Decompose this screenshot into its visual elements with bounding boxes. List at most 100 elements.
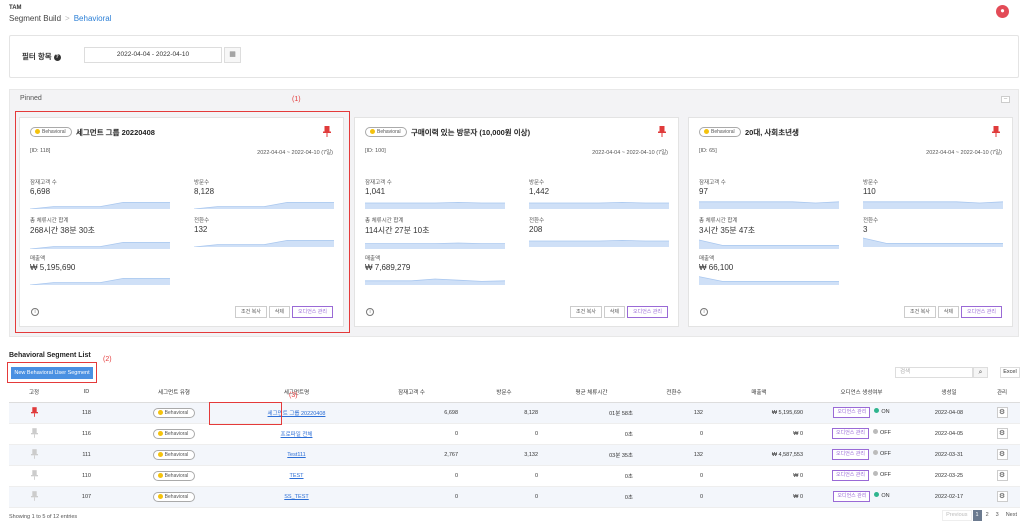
badge-label: Behavioral xyxy=(164,409,189,416)
badge-label: Behavioral xyxy=(42,129,66,135)
column-header[interactable]: 평균 체류시간 xyxy=(544,383,639,403)
pin-icon[interactable] xyxy=(992,126,1000,137)
sparkline xyxy=(365,242,505,249)
pin-icon[interactable] xyxy=(323,126,331,137)
page-1-button[interactable]: 1 xyxy=(972,510,982,521)
card-title: 세그먼트 그룹 20220408 xyxy=(76,128,155,137)
status-dot-icon xyxy=(370,129,375,134)
page-2-button[interactable]: 2 xyxy=(985,512,989,518)
sparkline-area xyxy=(863,238,1003,247)
column-header[interactable]: 고정 xyxy=(9,383,59,403)
sparkline xyxy=(365,278,505,285)
breadcrumb-separator: > xyxy=(65,14,70,23)
table-row: 107 Behavioral SS_TEST 0 0 0초 0 ₩ 0 오디언스 관리 ON 202… xyxy=(9,486,1020,508)
info-icon[interactable]: i xyxy=(31,308,39,316)
audience-manage-button[interactable]: 오디언스 관리 xyxy=(833,407,871,418)
column-header[interactable]: 관리 xyxy=(984,383,1020,403)
audience-manage-button[interactable]: 오디언스 관리 xyxy=(832,470,869,481)
potential-cell: 0 xyxy=(359,465,464,487)
pagination: Previous 1 2 3 Next xyxy=(941,510,1020,521)
delete-button[interactable]: 삭제 xyxy=(937,306,959,318)
sparkline-area xyxy=(699,201,839,209)
sparkline-area xyxy=(529,202,669,209)
next-button[interactable]: Next xyxy=(1005,512,1017,518)
search-icon[interactable]: ⌕ xyxy=(973,367,988,378)
segment-name-link[interactable]: 세그먼트 그룹 20220408 xyxy=(267,410,326,417)
audience-manage-button[interactable]: 오디언스 관리 xyxy=(292,306,333,318)
segment-name-link[interactable]: SS_TEST xyxy=(284,493,309,500)
segment-name-link[interactable]: TEST xyxy=(289,472,304,479)
metric-value: ₩ 7,689,279 xyxy=(365,263,411,272)
segment-name-link[interactable]: 프로파일 전체 xyxy=(280,431,313,438)
sparkline xyxy=(194,202,334,209)
new-segment-button[interactable]: New Behavioral User Segment xyxy=(11,367,93,379)
column-header[interactable]: 오디언스 생성여부 xyxy=(809,383,914,403)
metric-block: 전환수 132 xyxy=(194,216,344,247)
gear-icon[interactable]: ⚙ xyxy=(996,491,1008,502)
audience-manage-button[interactable]: 오디언스 관리 xyxy=(833,491,871,502)
pin-cell[interactable] xyxy=(9,465,59,487)
pin-cell[interactable] xyxy=(9,423,59,445)
copy-condition-button[interactable]: 조건 복사 xyxy=(235,306,267,318)
audience-manage-button[interactable]: 오디언스 관리 xyxy=(832,449,869,460)
record-icon[interactable]: ⏺ xyxy=(996,5,1009,18)
pin-icon[interactable] xyxy=(658,126,666,137)
segment-id: [ID: 100] xyxy=(365,148,386,154)
metric-label: 잠재고객 수 xyxy=(30,180,57,186)
column-header[interactable]: 세그먼트 유형 xyxy=(114,383,234,403)
gear-icon[interactable]: ⚙ xyxy=(996,407,1008,418)
pin-icon[interactable] xyxy=(30,469,38,480)
date-range-input[interactable]: 2022-04-04 - 2022-04-10 xyxy=(84,47,222,63)
column-header[interactable]: 세그먼트명 xyxy=(234,383,359,403)
list-title: Behavioral Segment List xyxy=(9,352,91,359)
sparkline-line xyxy=(194,240,334,247)
audience-manage-button[interactable]: 오디언스 관리 xyxy=(961,306,1002,318)
pin-cell[interactable] xyxy=(9,486,59,508)
help-icon[interactable]: ? xyxy=(53,53,61,61)
collapse-icon[interactable]: – xyxy=(1001,96,1010,103)
gear-icon[interactable]: ⚙ xyxy=(996,428,1008,439)
pin-icon[interactable] xyxy=(30,490,38,501)
metric-block: 매출액 ₩ 66,100 xyxy=(699,254,849,285)
name-cell: Test111 xyxy=(234,444,359,466)
info-icon[interactable]: i xyxy=(700,308,708,316)
column-header[interactable]: 잠재고객 수 xyxy=(359,383,464,403)
breadcrumb-root[interactable]: Segment Build xyxy=(9,14,62,23)
delete-button[interactable]: 삭제 xyxy=(268,306,290,318)
metric-block: 방문수 1,442 xyxy=(529,178,679,209)
segment-type-badge: Behavioral xyxy=(152,407,196,418)
pin-icon[interactable] xyxy=(30,427,38,438)
pin-icon[interactable] xyxy=(30,406,38,417)
metric-label: 총 체류시간 합계 xyxy=(365,218,404,224)
column-header[interactable]: 생성일 xyxy=(914,383,984,403)
column-header[interactable]: ID xyxy=(59,383,114,403)
column-header[interactable]: 방문수 xyxy=(464,383,544,403)
delete-button[interactable]: 삭제 xyxy=(603,306,625,318)
column-header[interactable]: 매출액 xyxy=(709,383,809,403)
segment-name-link[interactable]: Test111 xyxy=(287,451,306,458)
visits-cell: 8,128 xyxy=(464,402,544,424)
badge-label: Behavioral xyxy=(164,451,189,458)
previous-button[interactable]: Previous xyxy=(942,510,972,521)
card-actions: 조건 복사 삭제 오디언스 관리 xyxy=(568,306,668,318)
audience-manage-button[interactable]: 오디언스 관리 xyxy=(832,428,869,439)
sparkline-area xyxy=(365,279,505,285)
audience-cell: 오디언스 관리 OFF xyxy=(809,465,914,487)
gear-icon[interactable]: ⚙ xyxy=(996,449,1008,460)
manage-cell: ⚙ xyxy=(984,402,1020,424)
gear-icon[interactable]: ⚙ xyxy=(996,470,1008,481)
excel-button[interactable]: Excel xyxy=(1000,367,1020,378)
page-3-button[interactable]: 3 xyxy=(995,512,999,518)
revenue-cell: ₩ 0 xyxy=(709,486,809,508)
column-header[interactable]: 전환수 xyxy=(639,383,709,403)
pin-cell[interactable] xyxy=(9,444,59,466)
info-icon[interactable]: i xyxy=(366,308,374,316)
search-input[interactable]: 검색 xyxy=(895,367,973,378)
copy-condition-button[interactable]: 조건 복사 xyxy=(904,306,936,318)
calendar-icon[interactable]: ▦ xyxy=(224,47,241,63)
audience-manage-button[interactable]: 오디언스 관리 xyxy=(627,306,668,318)
filter-panel: 필터 항목? 2022-04-04 - 2022-04-10 ▦ xyxy=(9,35,1019,78)
pin-icon[interactable] xyxy=(30,448,38,459)
copy-condition-button[interactable]: 조건 복사 xyxy=(570,306,602,318)
pin-cell[interactable] xyxy=(9,402,59,424)
